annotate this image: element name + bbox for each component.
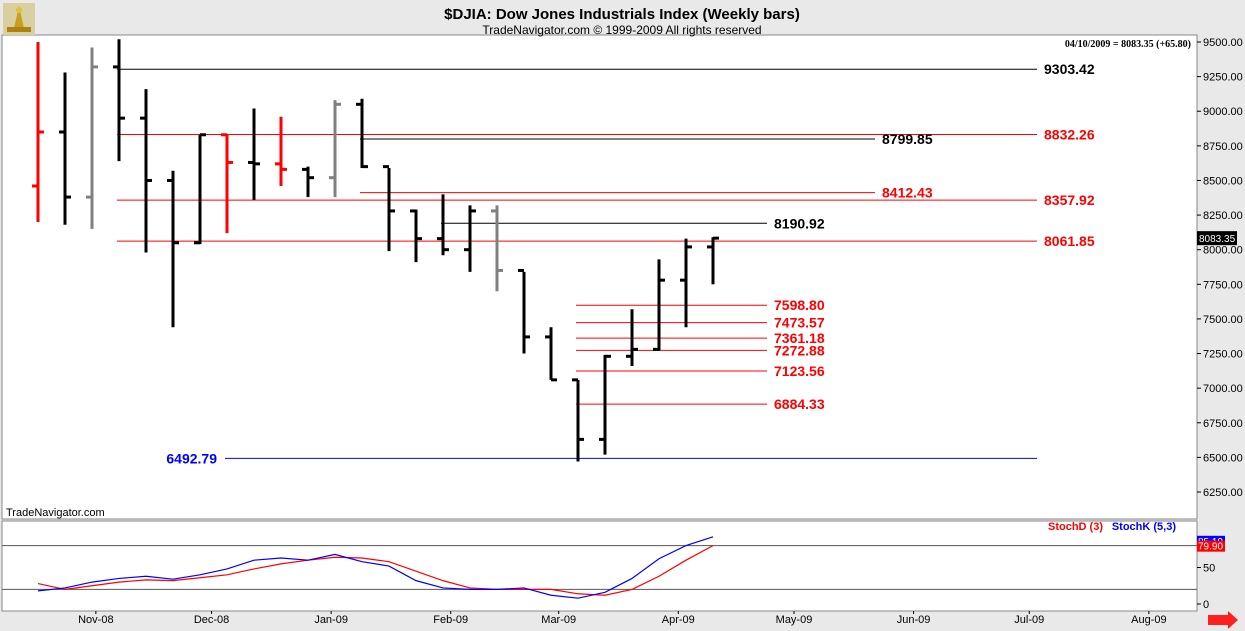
level-label: 7361.18	[774, 330, 825, 346]
level-label: 8061.85	[1044, 233, 1095, 249]
level-label: 7473.57	[774, 315, 825, 331]
y-tick-label: 8750.00	[1203, 141, 1243, 153]
level-label: 6884.33	[774, 396, 825, 412]
level-label: 9303.42	[1044, 61, 1095, 77]
watermark-text: TradeNavigator.com	[6, 507, 105, 519]
y-tick-label: 6750.00	[1203, 418, 1243, 430]
date-readout: 04/10/2009 = 8083.35 (+65.80)	[1065, 39, 1191, 50]
ohlc-bar	[680, 238, 692, 328]
ohlc-bar	[86, 47, 98, 229]
level-label: 8190.92	[774, 215, 825, 231]
x-tick-label: Mar-09	[541, 614, 576, 626]
chart-title: $DJIA: Dow Jones Industrials Index (Week…	[444, 6, 800, 23]
ohlc-bar	[653, 259, 665, 351]
ohlc-bar	[248, 108, 260, 200]
level-label: 8412.43	[882, 185, 933, 201]
level-lines: 9303.42 8832.26 8799.85 8412.43 8357.92 8190.…	[117, 61, 1095, 466]
ohlc-bar	[59, 72, 71, 225]
x-tick-label: Feb-09	[433, 614, 468, 626]
last-price-label: 8083.35	[1199, 234, 1236, 245]
legend-stochk: StochK (5,3)	[1112, 521, 1177, 533]
ohlc-bar	[599, 354, 611, 455]
y-tick-label: 7500.00	[1203, 314, 1243, 326]
ohlc-bar	[113, 39, 125, 162]
legend-stochd: StochD (3)	[1048, 521, 1103, 533]
y-tick-label: 7000.00	[1203, 383, 1243, 395]
ohlc-bar	[572, 378, 584, 462]
level-label: 8799.85	[882, 131, 933, 147]
y-tick-label: 7250.00	[1203, 349, 1243, 361]
ohlc-bar	[383, 165, 395, 252]
stoch-series-line	[37, 536, 714, 599]
stoch-tick-label: 50	[1203, 563, 1215, 575]
ohlc-bar	[275, 116, 287, 186]
stochastic-panel	[1, 520, 1198, 612]
trade-navigator-logo-icon	[3, 3, 35, 35]
ohlc-bar	[491, 205, 503, 292]
stochd-value-box	[1197, 540, 1225, 552]
ohlc-bar	[140, 89, 152, 253]
x-tick-label: Aug-09	[1131, 614, 1166, 626]
ohlc-bar	[410, 209, 422, 263]
ohlc-bar	[545, 327, 557, 382]
ohlc-bar	[302, 166, 314, 198]
stoch-tick-label: 0	[1203, 599, 1209, 611]
ohlc-bar	[167, 170, 179, 328]
x-tick-label: Jun-09	[897, 614, 931, 626]
stochd-value-label: 79.90	[1198, 542, 1223, 553]
ohlc-bar	[194, 133, 206, 245]
stochastic-lines: 50085.1979.90	[2, 535, 1225, 611]
ohlc-bar	[221, 133, 233, 234]
copyright-text: TradeNavigator.com © 1999-2009 All right…	[482, 23, 761, 37]
price-panel	[1, 34, 1198, 520]
level-label: 7272.88	[774, 342, 825, 358]
y-tick-label: 7750.00	[1203, 279, 1243, 291]
ohlc-bar	[626, 309, 638, 366]
level-label: 7598.80	[774, 297, 825, 313]
level-label: 8832.26	[1044, 126, 1095, 142]
ohlc-bar	[356, 98, 368, 169]
price-axis: 9500.00 9250.00 9000.00 8750.00 8500.00 8250.…	[1197, 37, 1243, 499]
x-tick-label: Jul-09	[1014, 614, 1044, 626]
date-axis: Nov-08 Dec-08 Jan-09 Feb-09 Mar-09 Apr-09 May-…	[78, 611, 1167, 626]
stoch-series-line	[37, 545, 714, 596]
y-tick-label: 6250.00	[1203, 487, 1243, 499]
ohlc-bar	[437, 194, 449, 256]
x-tick-label: May-09	[776, 614, 813, 626]
ohlc-bar	[32, 42, 44, 222]
price-bars	[32, 39, 719, 462]
ohlc-bar	[329, 100, 341, 198]
y-tick-label: 8250.00	[1203, 210, 1243, 222]
y-tick-label: 9250.00	[1203, 72, 1243, 84]
x-tick-label: Apr-09	[662, 614, 695, 626]
y-tick-label: 8000.00	[1203, 245, 1243, 257]
ohlc-bar	[518, 268, 530, 354]
y-tick-label: 8500.00	[1203, 175, 1243, 187]
level-label: 7123.56	[774, 363, 825, 379]
y-tick-label: 9000.00	[1203, 106, 1243, 118]
scroll-right-arrow-icon[interactable]	[1208, 611, 1238, 629]
last-price-box	[1197, 231, 1237, 246]
x-tick-label: Jan-09	[314, 614, 348, 626]
x-tick-label: Dec-08	[194, 614, 229, 626]
y-tick-label: 9500.00	[1203, 37, 1243, 49]
level-label: 6492.79	[166, 450, 217, 466]
x-tick-label: Nov-08	[78, 614, 113, 626]
ohlc-bar	[707, 236, 719, 285]
ohlc-bar	[464, 205, 476, 272]
level-label: 8357.92	[1044, 192, 1095, 208]
y-tick-label: 6500.00	[1203, 452, 1243, 464]
